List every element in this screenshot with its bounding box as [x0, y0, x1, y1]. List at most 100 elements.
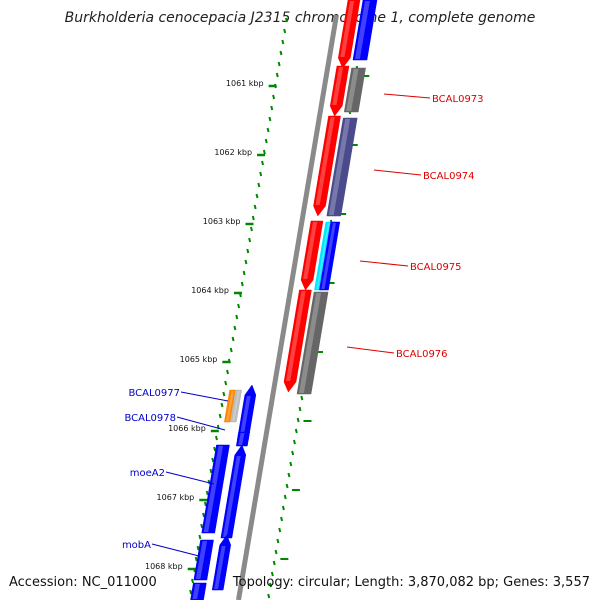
tick-guide-dot [248, 237, 252, 243]
cds-bcal0977-gray [230, 389, 242, 423]
tick-guide-dot [283, 28, 287, 34]
tick-guide-dot [291, 450, 295, 456]
tick-guide-dot [285, 17, 288, 23]
gene-bcal0976-highlight [286, 291, 306, 381]
cds-bcal0974 [326, 117, 358, 217]
tick-guide-dot [281, 39, 285, 45]
tick-guide-dot [274, 549, 278, 555]
tick-guide-dot [200, 523, 204, 529]
gene-label-leader [165, 471, 215, 485]
cds-bcal0977-gray-highlight [232, 391, 240, 421]
accession-label: Accession: NC_011000 [9, 575, 157, 590]
gene-bcal0974-highlight [315, 117, 335, 205]
tick-guide-dot [264, 138, 268, 144]
cds-moea2 [201, 444, 230, 534]
tick-guide-dot [268, 116, 272, 122]
tick-label: 1068 kbp [145, 562, 183, 571]
tick-guide-dot [285, 483, 289, 489]
cds-moea2-highlight [203, 446, 224, 532]
cds-forward [352, 0, 378, 61]
gene-bcal0978-highlight [238, 433, 245, 445]
tick-guide-dot [211, 457, 215, 463]
tick-guide-dot [272, 94, 276, 100]
tick-guide-dot [270, 105, 274, 111]
gene-label-bcal0974[interactable]: BCAL0974 [423, 171, 475, 182]
cds-bcal0975-highlight [321, 223, 336, 289]
tick-guide-dot [196, 545, 200, 551]
tick-guide-dot [242, 270, 246, 276]
gene-label-leader [180, 391, 229, 402]
gene-bcal0974 [313, 115, 341, 217]
cds-moba-highlight [195, 541, 208, 579]
gene-bcal0972-highlight [340, 1, 355, 57]
tick-guide-dot [294, 428, 298, 434]
cds-forward-highlight [354, 1, 370, 59]
tick-guide-dot [235, 314, 239, 320]
cds-next [190, 582, 207, 600]
gene-label-leader [373, 169, 422, 176]
tick-guide-dot [275, 72, 279, 78]
tick-guide-dot [220, 402, 224, 408]
tick-guide-dot [226, 369, 229, 375]
tick-guide-dot [300, 395, 304, 401]
tick-label: 1061 kbp [226, 79, 264, 88]
cds-bcal0973-highlight [346, 69, 359, 111]
cds-moba [193, 539, 214, 581]
tick-guide-dot [298, 406, 302, 412]
cds-bcal0975 [319, 221, 341, 291]
gene-bcal0978 [235, 431, 250, 447]
tick-guide-dot [202, 512, 206, 518]
tick-guide-dot [255, 193, 259, 199]
gene-bcal0975 [300, 220, 324, 291]
cds-bcal0973 [343, 67, 366, 113]
gene-label-bcal0978[interactable]: BCAL0978 [124, 413, 176, 424]
tick-guide-dot [214, 435, 218, 441]
genome-summary: Topology: circular; Length: 3,870,082 bp… [232, 575, 590, 590]
cds-bcal0974-highlight [328, 119, 351, 215]
gene-label-leader [151, 543, 200, 557]
tick-guide-dot [270, 571, 274, 577]
tick-guide-dot [224, 380, 228, 386]
tick-guide-dot [198, 534, 202, 540]
gene-label-bcal0976[interactable]: BCAL0976 [396, 349, 448, 360]
tick-guide-dot [222, 391, 226, 397]
tick-label: 1063 kbp [203, 217, 241, 226]
gene-bcal0973 [329, 65, 350, 117]
tick-guide-dot [261, 160, 265, 166]
tick-guide-dot [257, 182, 261, 188]
gene-label-leader [359, 260, 409, 267]
tick-guide-dot [289, 461, 293, 467]
gene-moea2-highlight [222, 456, 241, 537]
tick-guide-dot [250, 226, 253, 232]
gene-label-leader [383, 93, 431, 99]
gene-label-bcal0977[interactable]: BCAL0977 [128, 388, 180, 399]
tick-guide-dot [244, 259, 248, 265]
tick-label: 1067 kbp [157, 493, 195, 502]
tick-label: 1066 kbp [168, 424, 206, 433]
gene-bcal0972 [338, 0, 361, 69]
tick-guide-dot [281, 505, 285, 511]
tick-guide-dot [280, 516, 284, 522]
gene-label-bcal0975[interactable]: BCAL0975 [410, 262, 462, 273]
gene-label-bcal0973[interactable]: BCAL0973 [432, 94, 484, 105]
tick-guide-dot [191, 578, 194, 584]
gene-bcal0973-highlight [332, 67, 344, 105]
tick-guide-dot [287, 472, 291, 478]
gene-label-moea2[interactable]: moeA2 [130, 468, 165, 479]
tick-guide-dot [267, 593, 271, 599]
tick-guide-dot [233, 325, 237, 331]
tick-guide-dot [229, 347, 233, 353]
tick-guide-dot [194, 556, 198, 562]
gene-label-moba[interactable]: mobA [122, 540, 151, 551]
tick-guide-dot [246, 248, 250, 254]
tick-guide-dot [209, 468, 213, 474]
tick-guide-dot [259, 171, 263, 177]
map-title: Burkholderia cenocepacia J2315 chromosom… [64, 10, 536, 26]
tick-guide-dot [269, 582, 272, 588]
tick-guide-dot [262, 149, 266, 155]
tick-guide-dot [283, 494, 287, 500]
tick-guide-dot [272, 560, 276, 566]
cds-bcal0977-orange-highlight [226, 391, 234, 421]
tick-label: 1064 kbp [191, 286, 229, 295]
